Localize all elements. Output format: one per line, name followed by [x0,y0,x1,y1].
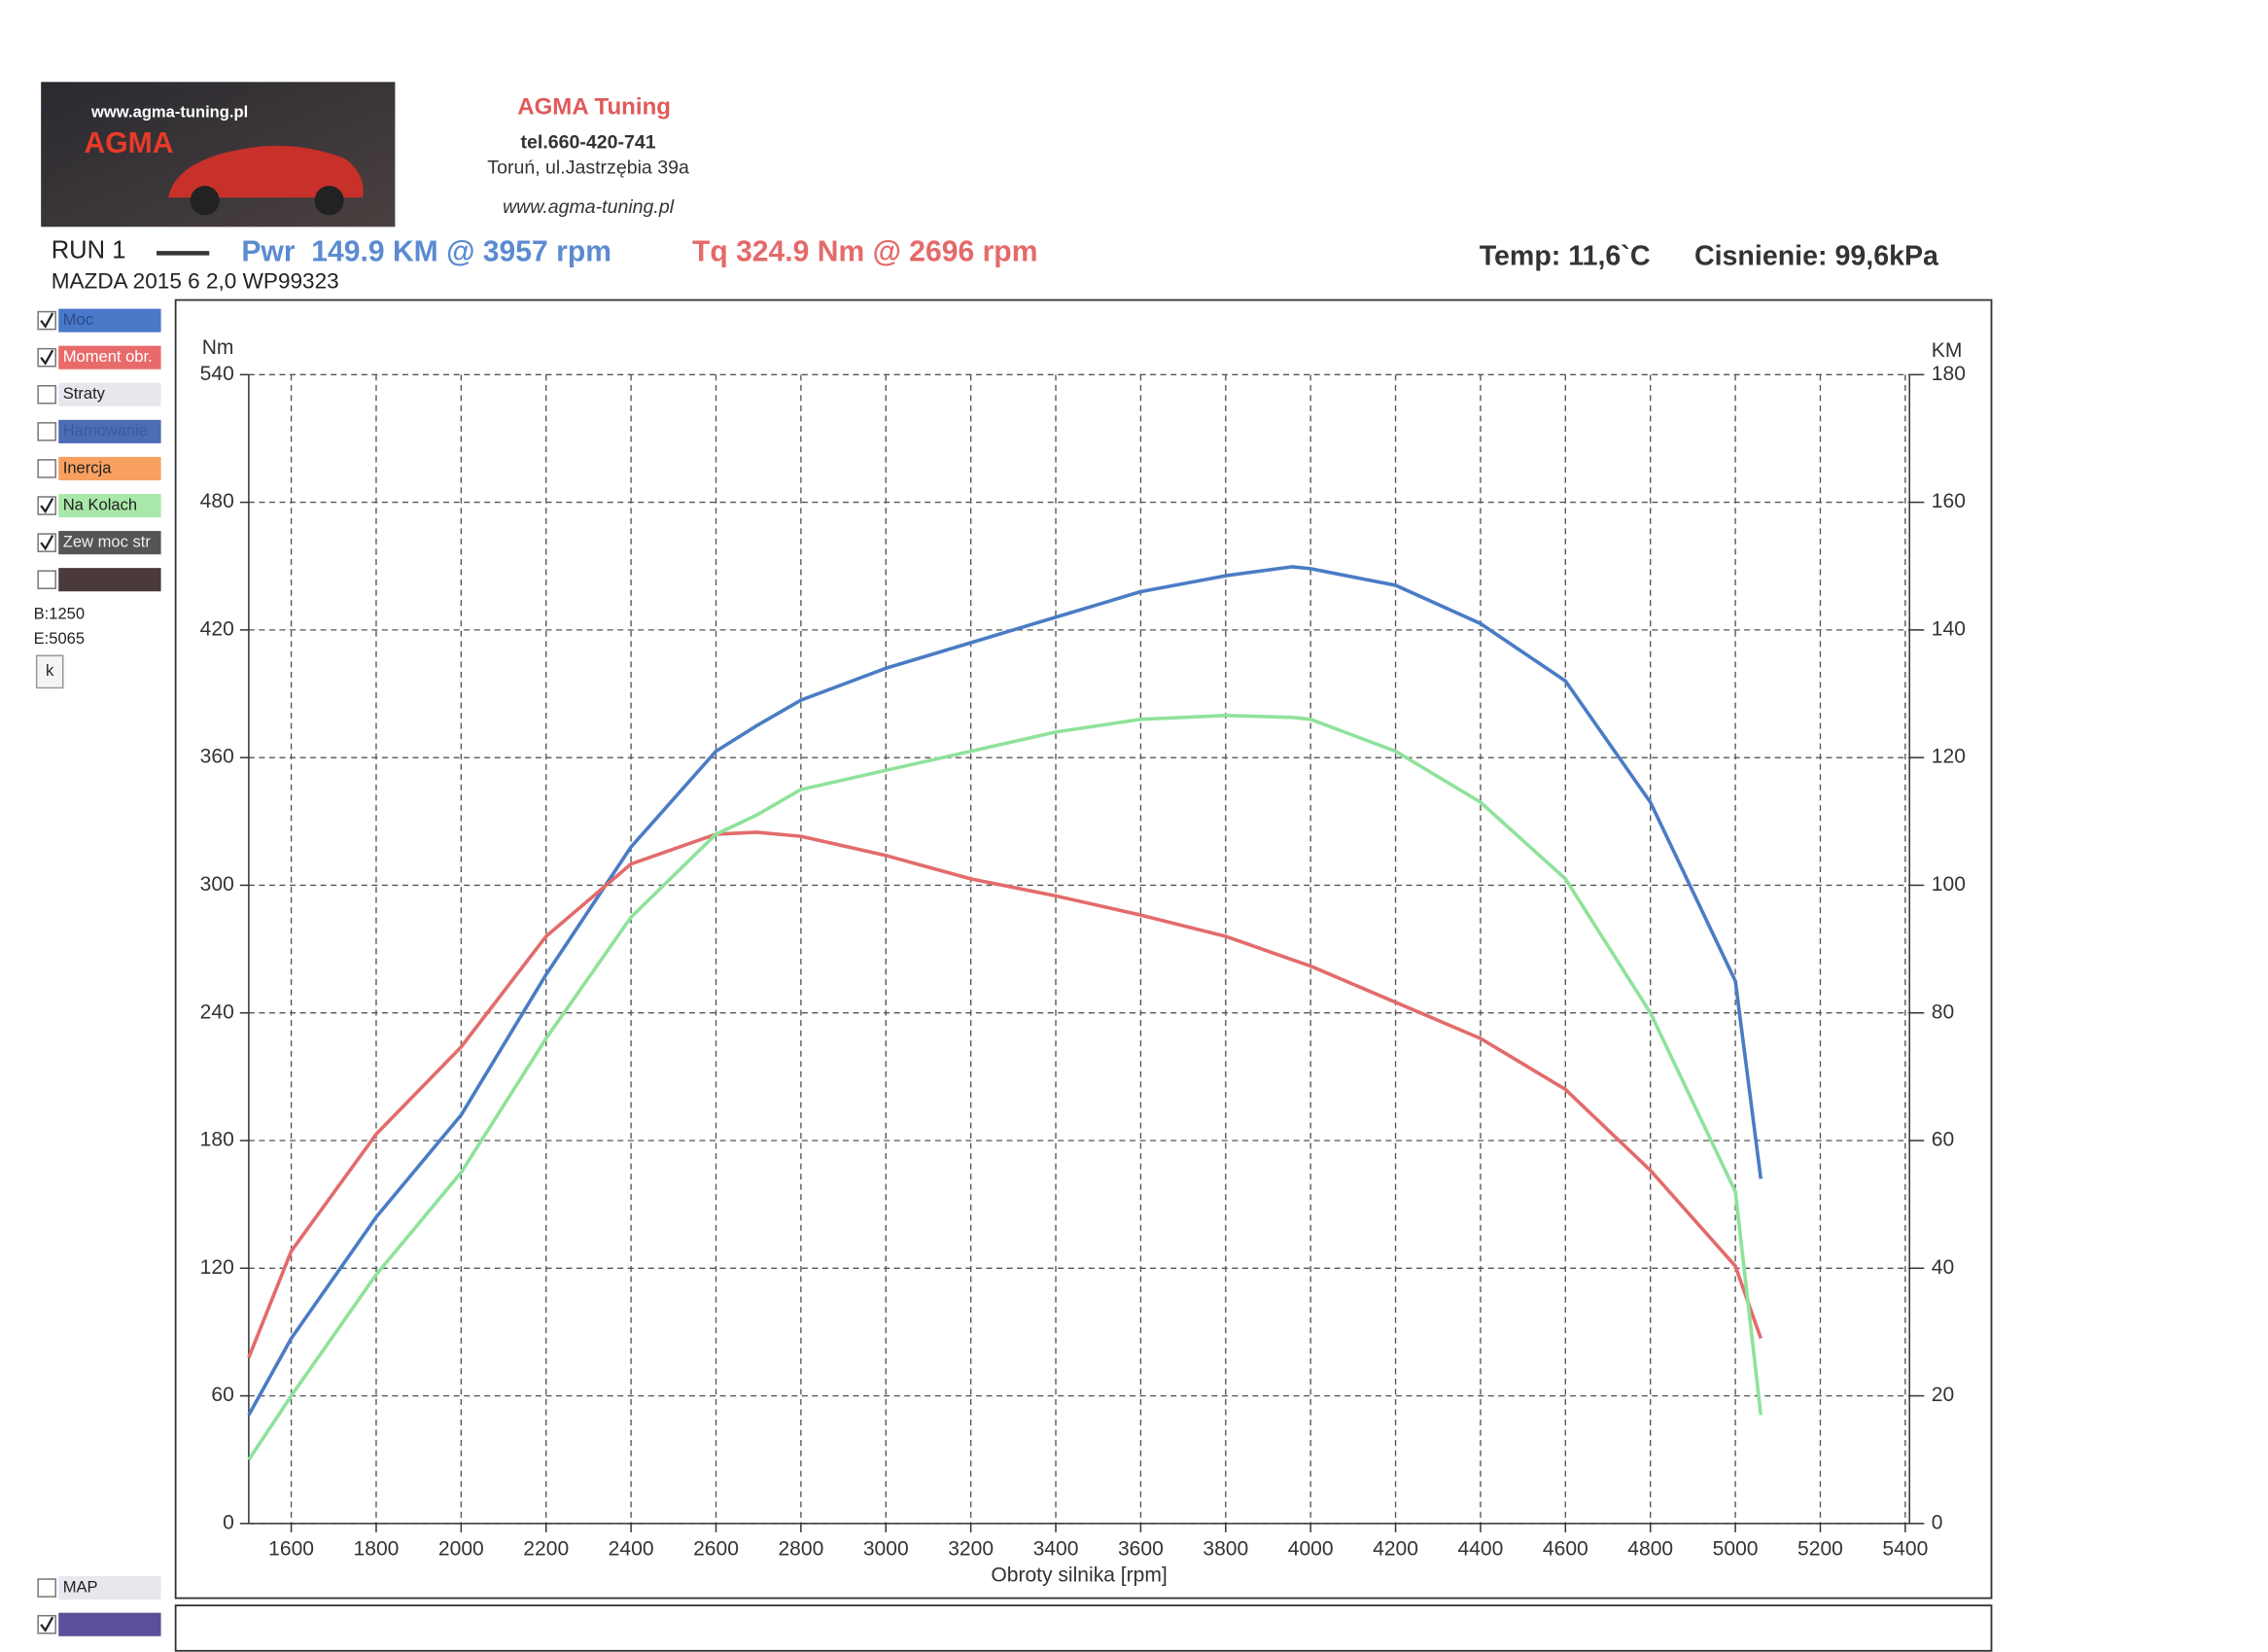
phone: tel.660-420-741 [521,132,656,154]
legend-swatch [58,308,161,333]
y2-tick-label: 60 [1932,1129,1954,1151]
legend-swatch [58,493,161,518]
logo-wheel [314,186,344,216]
y-tick-label: 360 [200,746,234,768]
series-line [247,565,1763,1417]
y-axis-label: Nm [202,336,234,359]
x-tick-label: 2200 [523,1538,569,1561]
torque-peak: Tq 324.9 Nm @ 2696 rpm [692,235,1038,267]
legend-swatch [58,531,161,555]
x-tick-label: 4200 [1373,1538,1418,1561]
legend-swatch [58,345,161,369]
legend-label: Na Kolach [63,495,137,513]
checkmark [40,535,54,551]
logo-text: AGMA [84,127,173,159]
y2-tick-label: 40 [1932,1256,1954,1279]
y-tick-label: 540 [200,363,234,385]
run-name: RUN 1 [52,237,126,264]
legend-label: Hamowanie [63,421,148,439]
legend-label: Zew moc str [63,532,152,550]
power-peak: Pwr 149.9 KM @ 3957 rpm [241,235,611,267]
end-rpm: E:5065 [34,629,85,648]
y-tick-label: 420 [200,617,234,640]
x-tick-label: 3000 [863,1538,909,1561]
x-tick-label: 4800 [1627,1538,1673,1561]
y2-tick-label: 120 [1932,746,1966,768]
x-tick-label: 2400 [609,1538,654,1561]
legend-swatch [58,568,161,592]
y-tick-label: 180 [200,1129,234,1151]
y2-tick-label: 180 [1932,363,1966,385]
legend-swatch [58,456,161,480]
x-tick-label: 4600 [1543,1538,1588,1561]
y2-tick-label: 160 [1932,490,1966,512]
logo-url: www.agma-tuning.pl [90,102,248,121]
website: www.agma-tuning.pl [503,196,675,218]
legend-label: Moment obr. [63,347,153,366]
chart-frame [174,299,1993,1599]
x-tick-label: 3600 [1118,1538,1164,1561]
legend-label: Straty [63,384,106,403]
x-tick-label: 5000 [1713,1538,1759,1561]
x-tick-label: 4400 [1458,1538,1504,1561]
y2-tick-label: 0 [1932,1511,1943,1533]
bottom-panel [174,1604,1993,1652]
x-tick-label: 3800 [1203,1538,1248,1561]
legend-label: MAP [63,1577,98,1596]
x-tick-label: 3200 [948,1538,994,1561]
logo-car [168,145,364,198]
y-tick-label: 480 [200,490,234,512]
x-tick-label: 1600 [268,1538,314,1561]
y2-tick-label: 80 [1932,1001,1954,1023]
legend-swatch [58,1612,161,1636]
vehicle: MAZDA 2015 6 2,0 WP99323 [52,268,339,293]
y-tick-label: 300 [200,873,234,896]
series-line [247,714,1763,1461]
company: AGMA Tuning [517,94,671,121]
x-tick-label: 2000 [438,1538,484,1561]
k-button[interactable] [35,654,64,689]
checkbox[interactable] [37,385,56,404]
y-tick-label: 240 [200,1001,234,1023]
checkbox[interactable] [37,1578,56,1598]
y-tick-label: 0 [223,1511,234,1533]
y2-tick-label: 140 [1932,617,1966,640]
logo-wheel [190,186,220,216]
checkbox[interactable] [37,570,56,589]
legend-swatch [58,1576,161,1600]
legend-swatch [58,419,161,443]
k-button-label[interactable]: k [46,661,54,680]
address: Toruń, ul.Jastrzębia 39a [487,157,689,178]
y2-tick-label: 100 [1932,873,1966,896]
checkmark [40,312,54,329]
pressure: Cisnienie: 99,6kPa [1694,240,1939,271]
series-line [247,830,1763,1358]
checkbox[interactable] [37,459,56,478]
y2-axis-label: KM [1932,339,1963,362]
x-tick-label: 3400 [1033,1538,1079,1561]
y2-tick-label: 20 [1932,1384,1954,1406]
y-tick-label: 120 [200,1256,234,1279]
checkmark [40,1616,54,1633]
x-tick-label: 2600 [693,1538,739,1561]
x-axis-label: Obroty silnika [rpm] [991,1564,1167,1587]
x-tick-label: 1800 [354,1538,400,1561]
checkmark [40,349,54,366]
legend-swatch [58,382,161,406]
x-tick-label: 5200 [1797,1538,1843,1561]
x-tick-label: 2800 [778,1538,823,1561]
x-tick-label: 5400 [1882,1538,1928,1561]
checkmark [40,497,54,514]
y-tick-label: 60 [211,1384,233,1406]
legend-label: Inercja [63,458,112,476]
legend-label: Moc [63,310,93,329]
temperature: Temp: 11,6`C [1480,240,1651,271]
x-tick-label: 4000 [1288,1538,1334,1561]
begin-rpm: B:1250 [34,605,85,623]
checkbox[interactable] [37,422,56,441]
